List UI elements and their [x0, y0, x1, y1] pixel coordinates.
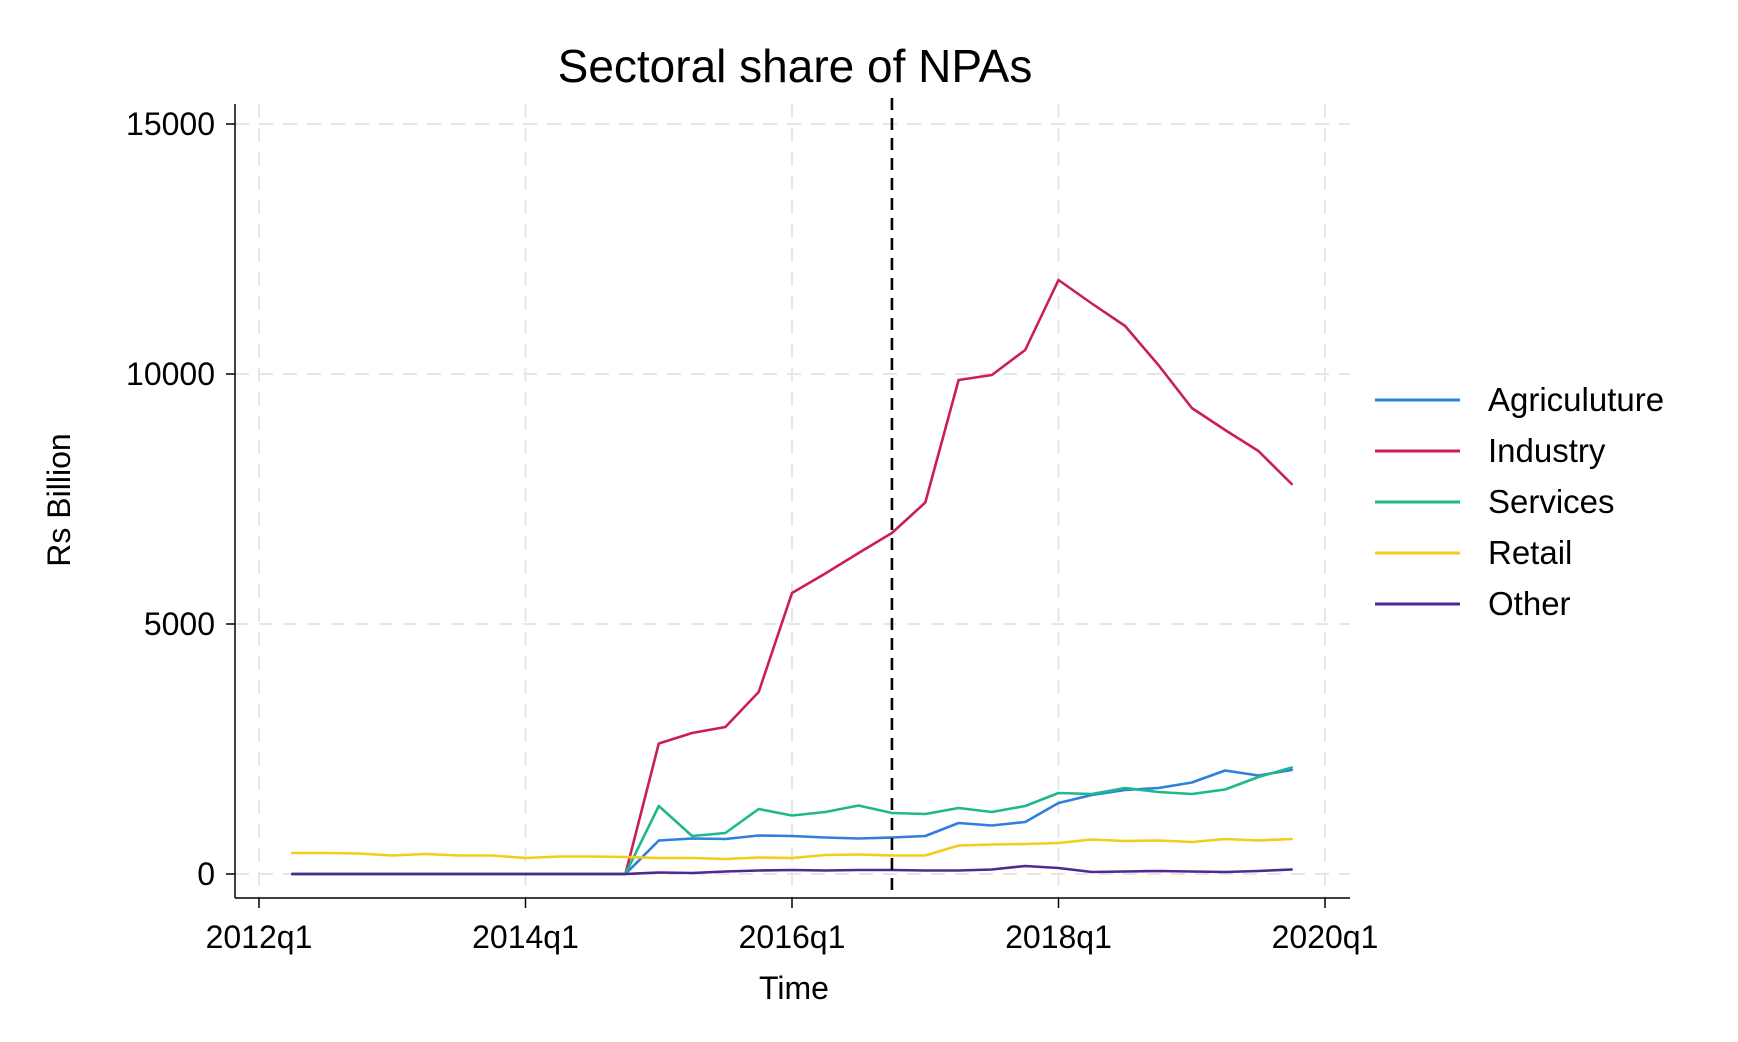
- y-axis-title: Rs Billion: [41, 433, 77, 566]
- y-tick-label: 0: [197, 856, 215, 892]
- legend-label-services: Services: [1488, 483, 1615, 520]
- y-tick-label: 15000: [126, 106, 215, 142]
- legend-label-retail: Retail: [1488, 534, 1572, 571]
- series-line-other: [290, 864, 1293, 876]
- series-lines: [290, 278, 1293, 876]
- legend: Agriculuture Industry Services Retail Other: [1375, 381, 1664, 622]
- x-tick-label: 2014q1: [472, 919, 579, 955]
- y-tick-label: 5000: [144, 606, 215, 642]
- x-axis-title: Time: [759, 970, 829, 1006]
- grid: [235, 104, 1350, 898]
- series-line-retail: [290, 837, 1293, 861]
- axes: [226, 104, 1350, 908]
- tick-labels: 0 5000 10000 15000 2012q1 2014q1 2016q1 2018q1 2…: [126, 106, 1378, 955]
- legend-label-agriculuture: Agriculuture: [1488, 381, 1664, 418]
- x-tick-label: 2012q1: [206, 919, 313, 955]
- x-tick-label: 2020q1: [1272, 919, 1379, 955]
- legend-label-other: Other: [1488, 585, 1571, 622]
- x-tick-label: 2018q1: [1005, 919, 1112, 955]
- legend-label-industry: Industry: [1488, 432, 1606, 469]
- y-tick-label: 10000: [126, 356, 215, 392]
- chart-title: Sectoral share of NPAs: [558, 40, 1033, 92]
- x-tick-label: 2016q1: [739, 919, 846, 955]
